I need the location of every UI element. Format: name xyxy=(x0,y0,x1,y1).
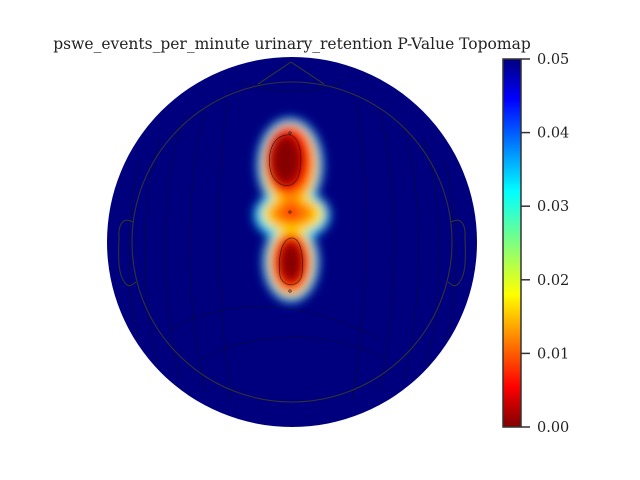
blob-core-darkred xyxy=(280,242,302,282)
blob-core-darkred xyxy=(271,135,301,185)
significance-blob xyxy=(254,118,330,302)
colorbar-gradient xyxy=(503,59,521,427)
blob-contour xyxy=(278,237,303,286)
colorbar-tick-label: 0.04 xyxy=(537,126,569,142)
right-ear-outline xyxy=(447,219,467,287)
electrode-marker xyxy=(288,289,292,293)
colorbar: 0.00 0.01 0.02 0.03 0.04 0.05 xyxy=(502,52,569,436)
blob-contour xyxy=(269,134,302,186)
electrode-marker xyxy=(288,131,292,135)
colorbar-tick-label: 0.05 xyxy=(537,52,569,68)
colorbar-tick-label: 0.01 xyxy=(537,346,569,362)
colorbar-frame xyxy=(502,58,522,428)
head-outline xyxy=(131,81,453,403)
electrode-marker xyxy=(288,210,292,214)
chart-title: pswe_events_per_minute urinary_retention… xyxy=(53,35,531,53)
left-ear-outline xyxy=(117,219,137,287)
colorbar-tick-label: 0.00 xyxy=(537,420,569,436)
nose-outline xyxy=(257,61,325,85)
colorbar-tick-label: 0.03 xyxy=(537,199,569,215)
contour-lines xyxy=(128,79,456,401)
topomap-head xyxy=(107,57,477,427)
colorbar-tick-label: 0.02 xyxy=(537,273,569,289)
